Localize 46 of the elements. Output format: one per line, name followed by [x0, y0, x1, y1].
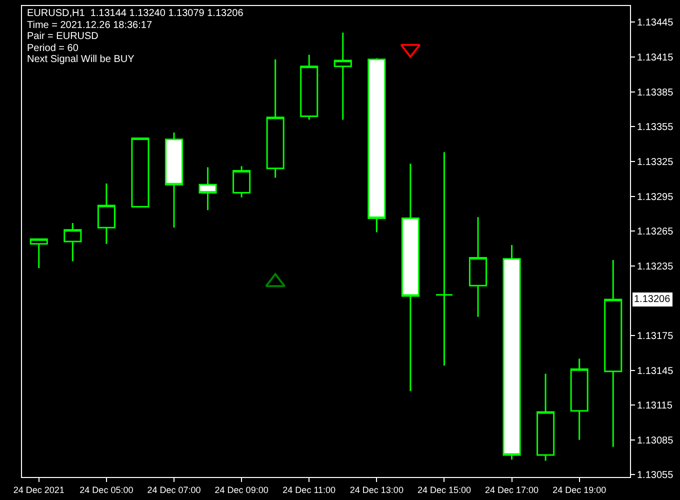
candlestick [536, 373, 555, 462]
candlestick [570, 358, 588, 441]
annotation: Pair = EURUSD [27, 31, 98, 42]
y-tick-label: 1.13445 [637, 18, 674, 29]
y-tick-label: 1.13415 [637, 52, 674, 64]
annotation: Time = 2021.12.26 18:36:17 [27, 20, 152, 31]
x-tick-label: 24 Dec 2021 [13, 484, 64, 495]
annotation: Period = 60 [27, 43, 79, 54]
x-tick-label: 24 Dec 11:00 [282, 484, 336, 495]
x-tick-label: 24 Dec 07:00 [147, 484, 201, 495]
x-tick-label: 24 Dec 05:00 [80, 484, 134, 495]
candlestick [401, 163, 420, 392]
y-tick-label: 1.13085 [637, 435, 674, 446]
y-tick-label: 1.13055 [637, 470, 674, 482]
x-tick-label: 24 Dec 17:00 [485, 484, 539, 495]
y-tick-label: 1.13235 [637, 261, 674, 272]
candlestick [334, 32, 352, 120]
candlestick [300, 54, 318, 120]
candlestick [164, 132, 184, 228]
candlestick [468, 216, 488, 318]
candlestick [232, 165, 251, 198]
y-tick-label: 1.13115 [637, 400, 673, 412]
candlestick [604, 259, 622, 448]
y-tick-label: 1.13355 [637, 122, 674, 134]
x-tick-label: 24 Dec 15:00 [417, 484, 471, 495]
annotation: 1.13206 [634, 294, 671, 305]
candlestick [131, 138, 150, 208]
y-tick-label: 1.13325 [637, 156, 674, 168]
x-tick-label: 24 Dec 19:00 [552, 484, 606, 495]
candlestick [64, 222, 82, 262]
y-tick-label: 1.13175 [637, 330, 674, 342]
candlestick [30, 238, 48, 269]
candlestick [266, 58, 284, 178]
x-tick-label: 24 Dec 09:00 [214, 484, 268, 495]
candlestick [198, 166, 217, 211]
y-tick-label: 1.13145 [637, 366, 674, 377]
candlestick [435, 151, 454, 366]
candlestick [368, 57, 386, 233]
y-tick-label: 1.13295 [637, 192, 674, 203]
chart-title: EURUSD,H1 1.13144 1.13240 1.13079 1.13206 [27, 8, 244, 19]
y-tick-label: 1.13385 [637, 87, 674, 98]
x-tick-label: 24 Dec 13:00 [350, 484, 404, 495]
annotation: Next Signal Will be BUY [27, 54, 135, 65]
candlestick [502, 244, 521, 460]
candlestick [97, 182, 116, 245]
y-tick-label: 1.13265 [637, 226, 674, 238]
